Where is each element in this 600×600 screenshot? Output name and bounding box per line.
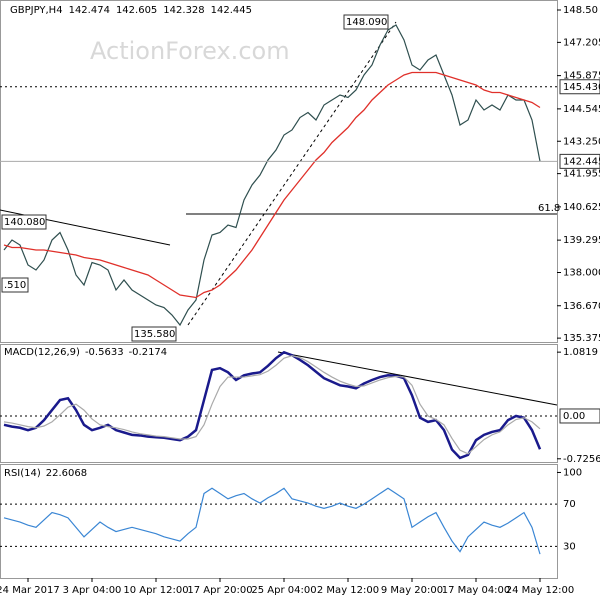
rsi-line [3, 487, 541, 555]
x-tick-label: 3 Apr 04:00 [63, 585, 122, 596]
y-tick-label: 100 [563, 467, 582, 478]
x-tick-label: 9 May 20:00 [381, 585, 443, 596]
macd-line [3, 350, 542, 460]
y-tick-label: 1.0819 [563, 347, 598, 358]
annotation: 148.090 [346, 17, 387, 28]
current-price-label: 142.445 [563, 156, 600, 167]
macd-panel [0, 344, 558, 463]
header-close: 142.445 [211, 5, 252, 16]
y-tick-label: 136.670 [563, 301, 600, 312]
y-tick-label: 138.000 [563, 268, 600, 279]
rsi-header: RSI(14) 22.6068 [4, 468, 87, 479]
level-label: 0.00 [563, 411, 585, 422]
x-tick-label: 10 Apr 12:00 [123, 585, 188, 596]
x-tick-label: 24 May 12:00 [506, 585, 575, 596]
label-box [559, 408, 600, 424]
trend-line [187, 21, 397, 326]
y-tick-label: 148.50 [563, 5, 598, 16]
price-panel [0, 0, 558, 343]
annotation: 140.080 [4, 217, 45, 228]
annotation: 61.8 [538, 203, 560, 214]
header-open: 142.474 [69, 5, 110, 16]
y-tick-label: 143.250 [563, 136, 600, 147]
rsi-header-part: RSI(14) [4, 468, 41, 479]
x-tick-label: 17 May 04:00 [442, 585, 511, 596]
label-box [1, 277, 29, 293]
label-box [343, 14, 389, 30]
macd-header-part: MACD(12,26,9) [4, 347, 80, 358]
watermark: ActionForex.com [90, 37, 290, 65]
rsi-panel [0, 464, 558, 579]
close-line [3, 24, 541, 327]
trend-line [277, 351, 558, 406]
rsi-header-part: 22.6068 [46, 468, 87, 479]
macd-header: MACD(12,26,9) -0.5633 -0.2174 [4, 347, 167, 358]
annotation: 135.580 [134, 329, 175, 340]
level-label: 70 [563, 499, 576, 510]
y-tick-label: 141.955 [563, 169, 600, 180]
y-tick-label: -0.7256 [563, 454, 600, 465]
label-box [559, 79, 600, 95]
label-box [1, 214, 47, 230]
x-tick-label: 25 Apr 04:00 [251, 585, 316, 596]
macd-header-part: -0.5633 [85, 347, 124, 358]
y-tick-label: 139.295 [563, 235, 600, 246]
label-box [131, 326, 177, 342]
level-label: 30 [563, 541, 576, 552]
price-header: GBPJPY,H4 142.474 142.605 142.328 142.445 [10, 5, 252, 16]
y-tick-label: 145.875 [563, 71, 600, 82]
level-label: 145.430 [563, 82, 600, 93]
annotation: .510 [4, 280, 26, 291]
header-title: GBPJPY,H4 [10, 5, 63, 16]
x-tick-label: 2 May 12:00 [317, 585, 379, 596]
x-tick-label: 17 Apr 20:00 [187, 585, 252, 596]
header-low: 142.328 [163, 5, 204, 16]
x-tick-label: 24 Mar 2017 [0, 585, 60, 596]
ma-line [3, 71, 541, 299]
macd-header-part: -0.2174 [129, 347, 168, 358]
signal-line [3, 355, 541, 455]
y-tick-label: 144.545 [563, 104, 600, 115]
y-tick-label: 135.375 [563, 333, 600, 344]
y-tick-label: 140.625 [563, 202, 600, 213]
label-box [559, 153, 600, 169]
y-tick-label: 147.205 [563, 37, 600, 48]
header-high: 142.605 [116, 5, 157, 16]
